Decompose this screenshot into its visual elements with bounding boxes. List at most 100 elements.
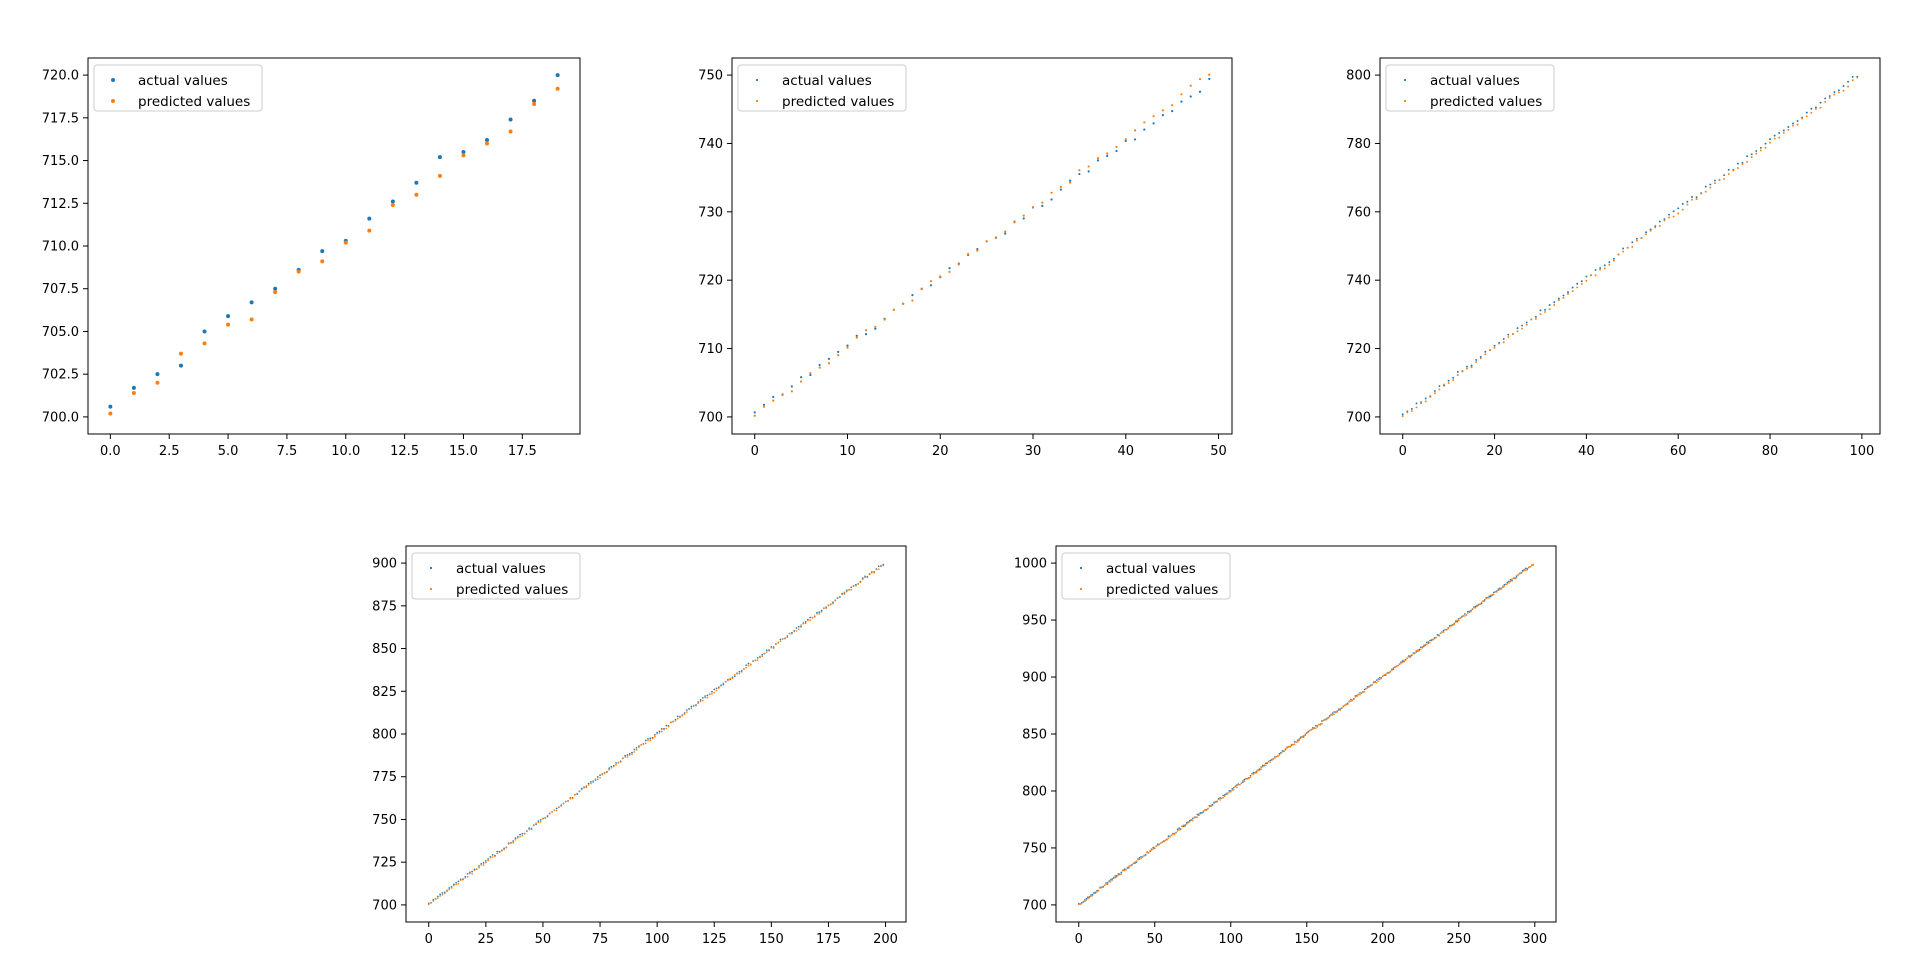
data-point — [1759, 149, 1762, 152]
data-point — [695, 703, 697, 706]
data-point — [1176, 830, 1179, 832]
data-point — [1188, 819, 1191, 822]
data-point — [1433, 392, 1436, 395]
data-point — [1548, 304, 1551, 306]
data-point — [1129, 864, 1132, 867]
data-point — [1447, 627, 1449, 630]
y-tick-label: 717.5 — [42, 111, 79, 126]
data-point — [1557, 299, 1560, 302]
data-point — [1137, 858, 1139, 861]
data-point — [1216, 800, 1218, 802]
data-point — [1392, 668, 1395, 670]
data-point — [612, 765, 615, 768]
data-point — [633, 748, 636, 751]
data-point — [1106, 154, 1109, 157]
data-point — [775, 643, 777, 646]
data-point — [1245, 778, 1247, 780]
data-point — [1103, 884, 1106, 887]
data-point — [1426, 643, 1428, 646]
data-point — [615, 764, 617, 766]
data-point — [660, 730, 663, 733]
data-point — [1594, 274, 1597, 277]
data-point — [1226, 793, 1229, 795]
data-point — [1353, 698, 1355, 701]
data-point — [911, 294, 914, 297]
data-point — [1475, 358, 1478, 361]
data-point — [861, 578, 864, 581]
data-point — [1508, 580, 1510, 583]
data-point — [1343, 704, 1346, 706]
data-point — [1454, 620, 1457, 622]
data-point — [1383, 673, 1386, 676]
data-point — [1296, 741, 1299, 743]
series-actual — [108, 73, 560, 409]
data-point — [1819, 106, 1822, 109]
data-point — [1466, 367, 1468, 370]
data-point — [1539, 313, 1542, 315]
legend-box — [737, 64, 907, 112]
data-point — [1727, 168, 1730, 171]
data-point — [654, 734, 656, 736]
data-point — [1456, 620, 1459, 623]
x-tick-label: 200 — [873, 932, 898, 947]
data-point — [484, 860, 487, 862]
data-point — [765, 651, 768, 653]
data-point — [1548, 308, 1551, 311]
data-point — [1672, 210, 1675, 213]
data-point — [1495, 591, 1498, 593]
axes-frame — [1379, 57, 1881, 435]
data-point — [1484, 353, 1487, 356]
data-point — [1164, 839, 1167, 841]
data-point — [1345, 703, 1348, 705]
data-point — [1156, 843, 1159, 845]
data-point — [845, 590, 848, 593]
data-point — [1269, 761, 1272, 763]
data-point — [1444, 628, 1446, 631]
data-point — [482, 864, 485, 866]
data-point — [1424, 397, 1427, 400]
data-point — [644, 742, 647, 745]
y-tick-label: 710.0 — [42, 240, 79, 255]
data-point — [1534, 315, 1537, 318]
data-point — [1470, 610, 1472, 613]
data-point — [1022, 217, 1025, 220]
data-point — [1292, 743, 1294, 746]
data-point — [1824, 97, 1827, 100]
data-point — [1847, 85, 1850, 88]
y-tick-label: 720 — [698, 274, 723, 289]
data-point — [1232, 786, 1235, 789]
data-point — [446, 889, 448, 892]
data-point — [537, 821, 540, 824]
data-point — [788, 632, 791, 635]
data-point — [841, 593, 844, 596]
data-point — [1447, 382, 1450, 384]
data-point — [1421, 646, 1424, 648]
data-point — [1457, 618, 1460, 620]
data-point — [756, 659, 759, 661]
data-point — [1677, 207, 1680, 210]
data-point — [108, 411, 113, 416]
series-actual — [753, 77, 1211, 414]
data-point — [1672, 215, 1675, 218]
data-point — [1267, 760, 1270, 763]
data-point — [834, 599, 837, 601]
data-point — [1140, 855, 1142, 858]
data-point — [765, 649, 768, 652]
legend: actual values predicted values — [737, 64, 907, 112]
data-point — [1180, 100, 1183, 103]
data-point — [871, 571, 873, 574]
data-point — [1144, 854, 1147, 857]
data-point — [1377, 678, 1380, 680]
data-point — [1239, 783, 1241, 786]
data-point — [1261, 764, 1264, 767]
data-point — [1115, 149, 1118, 153]
data-point — [1198, 90, 1202, 93]
data-point — [1214, 800, 1217, 803]
data-point — [1194, 816, 1197, 819]
data-point — [832, 601, 834, 604]
data-point — [790, 390, 793, 393]
data-point — [1085, 899, 1088, 901]
data-point — [1599, 267, 1602, 270]
data-point — [555, 809, 558, 812]
data-point — [471, 872, 473, 875]
